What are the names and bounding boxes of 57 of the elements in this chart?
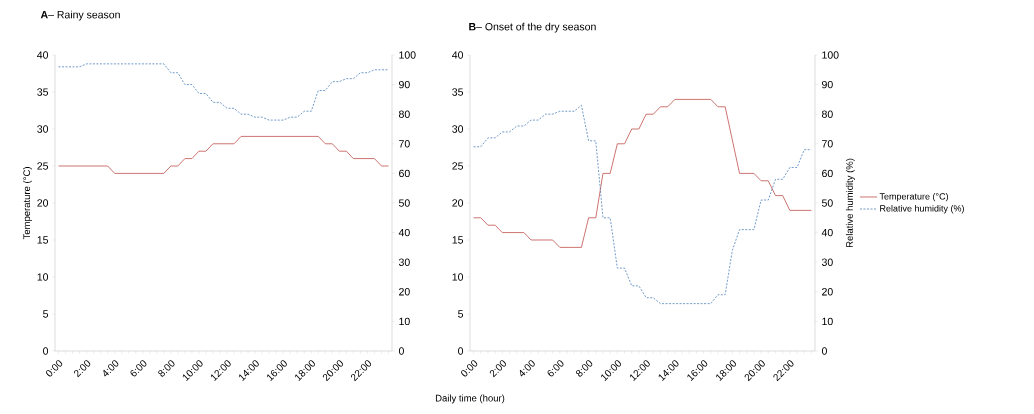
y-tick-label: 5 [458, 310, 464, 318]
x-tick-label: 2:00 [74, 360, 91, 378]
y2-tick-label: 40 [821, 228, 833, 237]
x-tick-label: 6:00 [130, 360, 147, 377]
x-tick-label: 0:00 [46, 360, 63, 377]
y2-tick-label: 20 [822, 288, 833, 296]
x-tick-label: 6:00 [547, 360, 564, 377]
y2-tick-label: 30 [821, 258, 833, 266]
x-tick-label: 8:00 [576, 360, 593, 377]
y2-tick-label: 30 [398, 258, 410, 266]
y-tick-label: 35 [37, 88, 49, 96]
y2-tick-label: 100 [822, 51, 839, 59]
y-tick-label: 35 [452, 88, 464, 96]
y-axis-title: Temperature (°C) [23, 167, 32, 240]
x-tick-label: 2:00 [489, 360, 507, 378]
y2-tick-label: 0 [821, 347, 827, 355]
y2-tick-label: 70 [399, 140, 410, 148]
x-tick-label: 0:00 [461, 360, 478, 377]
y2-tick-label: 20 [399, 288, 410, 296]
chart-title: B– Onset of the dry season [469, 22, 596, 33]
y-tick-label: 5 [43, 310, 49, 318]
y2-tick-label: 10 [399, 317, 410, 326]
y-tick-label: 15 [452, 236, 464, 244]
y2-tick-label: 0 [398, 347, 404, 355]
y2-tick-label: 50 [821, 199, 833, 207]
legend-label: Temperature (°C) [879, 192, 949, 202]
y-tick-label: 20 [37, 199, 49, 207]
y-tick-label: 10 [37, 273, 49, 281]
y2-tick-label: 100 [399, 51, 416, 59]
y-tick-label: 40 [452, 51, 464, 59]
y-tick-label: 25 [37, 162, 49, 170]
y2-tick-label: 40 [398, 228, 410, 237]
y-tick-label: 15 [37, 236, 49, 244]
y2-tick-label: 70 [822, 140, 833, 148]
chart-title: A– Rainy season [40, 10, 120, 21]
x-axis-title: Daily time (hour) [435, 394, 505, 404]
y-tick-label: 40 [37, 51, 49, 59]
y-tick-label: 30 [37, 125, 49, 133]
y-tick-label: 10 [452, 273, 464, 281]
y-tick-label: 0 [43, 347, 49, 355]
y2-tick-label: 80 [821, 110, 833, 118]
y2-tick-label: 60 [822, 169, 833, 178]
y-tick-label: 20 [452, 199, 464, 207]
y-tick-label: 0 [458, 347, 464, 355]
x-tick-label: 4:00 [519, 360, 535, 377]
y2-tick-label: 50 [398, 199, 410, 207]
y2-tick-label: 10 [822, 317, 833, 326]
y2-tick-label: 80 [398, 110, 410, 118]
y2-tick-label: 90 [399, 80, 410, 89]
legend-label: Relative humidity (%) [880, 204, 964, 214]
x-tick-label: 8:00 [158, 360, 175, 377]
y-tick-label: 25 [452, 162, 464, 170]
x-tick-label: 4:00 [103, 360, 119, 377]
y-tick-label: 30 [452, 125, 464, 133]
y2-tick-label: 60 [399, 169, 410, 178]
y2-tick-label: 90 [822, 80, 833, 89]
y2-axis-title: Relative humidity (%) [845, 158, 855, 248]
